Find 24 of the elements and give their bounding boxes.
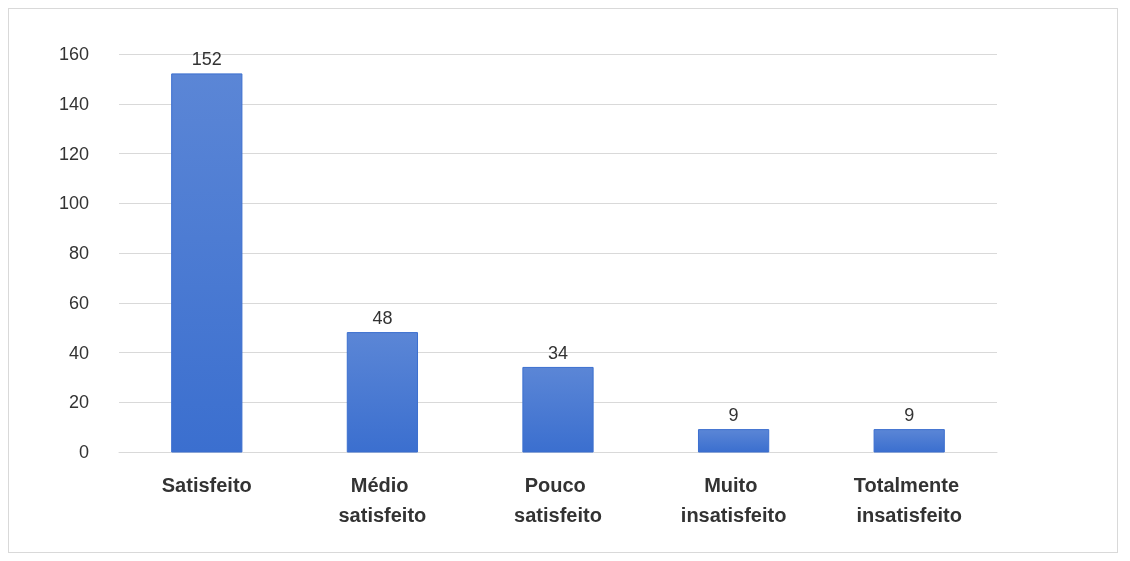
- bar: [873, 429, 945, 453]
- y-tick-label: 140: [58, 93, 89, 114]
- data-label: 48: [372, 308, 393, 329]
- data-label: 9: [904, 405, 915, 426]
- data-label: 34: [547, 342, 569, 363]
- y-tick-label: 80: [68, 243, 89, 263]
- bar: [346, 332, 419, 453]
- y-tick-label: 120: [58, 143, 89, 164]
- x-tick-label: Pouco satisfeito: [514, 474, 602, 526]
- bar: [522, 366, 594, 453]
- bar: [697, 429, 770, 453]
- data-label: 152: [191, 49, 222, 70]
- y-tick-label: 160: [58, 44, 89, 64]
- y-tick-label: 60: [68, 292, 89, 313]
- x-tick-label: Satisfeito: [161, 474, 252, 496]
- data-label: 9: [728, 405, 739, 426]
- y-tick-label: 0: [78, 442, 89, 462]
- bar: [171, 73, 243, 453]
- y-tick-label: 40: [68, 342, 89, 363]
- x-tick-label: Médio satisfeito: [338, 474, 427, 526]
- x-tick-label: Totalmente insatisfeito: [853, 474, 965, 526]
- y-tick-label: 20: [68, 392, 89, 413]
- y-tick-label: 100: [58, 193, 89, 214]
- x-tick-label: Muito insatisfeito: [680, 474, 787, 526]
